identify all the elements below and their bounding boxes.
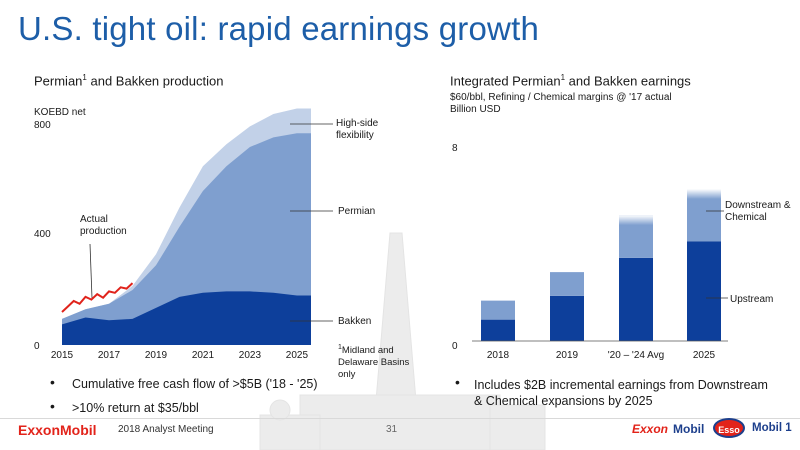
bullet-free-cash-flow: Cumulative free cash flow of >$5B ('18 -…: [72, 377, 318, 391]
bakken-label: Bakken: [338, 316, 372, 327]
bar-fade: [619, 215, 653, 226]
y-tick-label: 400: [34, 229, 51, 240]
bar-downstream-chemical: [550, 272, 584, 296]
x-tick-label: 2019: [145, 350, 168, 361]
x-tick-label: 2021: [192, 350, 215, 361]
high-side-flexibility-label: High-side flexibility: [336, 118, 379, 141]
footer-divider: [0, 418, 800, 419]
bullet-dot: •: [455, 374, 460, 390]
bullet-dot: •: [50, 398, 55, 414]
y-tick-label: 8: [452, 143, 458, 154]
bar-fade: [687, 189, 721, 199]
actual-leader-line: [89, 243, 93, 299]
bar-upstream: [687, 241, 721, 341]
y-tick-label: 0: [34, 341, 40, 352]
earnings-chart-title: Integrated Permian1 and Bakken earnings: [450, 73, 691, 89]
permian-label: Permian: [338, 206, 376, 217]
x-tick-label: 2023: [239, 350, 262, 361]
bar-upstream: [550, 295, 584, 341]
footnote: 1Midland and Delaware Basins only: [338, 344, 410, 381]
earnings-unit: Billion USD: [450, 104, 501, 115]
actual-production-line: [61, 282, 134, 313]
actual-production-label: Actual production: [80, 214, 127, 237]
exxonmobil-logo: ExxonMobil: [18, 422, 97, 438]
bar-downstream-chemical: [481, 300, 515, 320]
esso-logo: Esso: [713, 418, 745, 438]
bar-upstream: [619, 257, 653, 341]
production-unit: KOEBD net: [34, 107, 86, 118]
event-name: 2018 Analyst Meeting: [118, 424, 214, 435]
production-chart-title: Permian1 and Bakken production: [34, 73, 224, 89]
mobil1-logo: Mobil 1: [752, 422, 792, 434]
mobil-logo: Mobil: [673, 422, 705, 436]
x-tick-label: 2018: [487, 350, 510, 361]
x-tick-label: 2019: [556, 350, 579, 361]
earnings-subtitle: $60/bbl, Refining / Chemical margins @ '…: [450, 92, 672, 103]
bullet-downstream-expansion: Includes $2B incremental earnings from D…: [474, 378, 768, 408]
bar-upstream: [481, 319, 515, 341]
exxon-logo: Exxon: [632, 422, 669, 436]
downstream-chemical-label: Downstream & Chemical: [725, 200, 791, 223]
y-tick-label: 800: [34, 120, 51, 131]
x-tick-label: 2025: [693, 350, 716, 361]
bullet-return: >10% return at $35/bbl: [72, 401, 199, 415]
bullet-dot: •: [50, 374, 55, 390]
page-title: U.S. tight oil: rapid earnings growth: [18, 10, 539, 47]
upstream-label: Upstream: [730, 294, 774, 305]
oil-rig-background: [259, 232, 546, 450]
x-tick-label: 2015: [51, 350, 74, 361]
y-tick-label: 0: [452, 341, 458, 352]
x-tick-label: 2025: [286, 350, 309, 361]
x-tick-label: 2017: [98, 350, 121, 361]
area-bakken: [62, 291, 311, 345]
page-number: 31: [386, 424, 398, 435]
x-tick-label: '20 – '24 Avg: [608, 350, 664, 361]
